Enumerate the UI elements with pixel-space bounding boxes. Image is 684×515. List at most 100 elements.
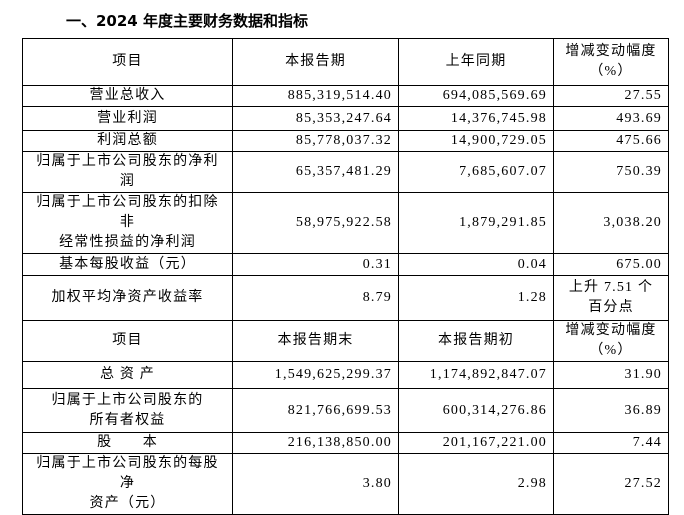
cell-text: 58,975,922.58 <box>295 215 392 230</box>
cell-text: 1,879,291.85 <box>459 215 547 230</box>
cell-text: 201,167,221.00 <box>442 435 547 450</box>
table-cell: 营业利润 <box>22 106 233 131</box>
table-cell: 3,038.20 <box>553 192 669 254</box>
table-cell: 上年同期 <box>398 38 554 86</box>
table-cell: 216,138,850.00 <box>232 432 399 454</box>
table-cell: 58,975,922.58 <box>232 192 399 254</box>
cell-text: 增减变动幅度 <box>565 323 657 338</box>
cell-text: 营业利润 <box>97 110 158 126</box>
cell-text: 股 本 <box>97 435 158 450</box>
table-row: 项目 本报告期末 本报告期初 增减变动幅度 （%） <box>22 320 669 362</box>
cell-text: 归属于上市公司股东的 <box>51 392 204 408</box>
cell-text: 本报告期 <box>285 54 346 69</box>
table-cell: 本报告期初 <box>398 320 554 362</box>
cell-text: 750.39 <box>616 164 662 179</box>
table-cell: 本报告期 <box>232 38 399 86</box>
table-cell: 27.52 <box>553 453 669 515</box>
cell-text: 694,085,569.69 <box>442 88 547 103</box>
cell-text: 675.00 <box>616 256 662 272</box>
cell-text: 36.89 <box>624 402 662 418</box>
cell-text: 27.52 <box>624 476 662 491</box>
cell-text: （%） <box>589 343 633 358</box>
table-row: 归属于上市公司股东的 所有者权益 821,766,699.53 600,314,276… <box>22 388 669 433</box>
cell-text: 8.79 <box>362 290 392 305</box>
table-row: 营业利润 85,353,247.64 14,376,745.98 493.69 <box>22 106 669 131</box>
cell-text: 百分点 <box>588 300 634 315</box>
cell-text: 资产（元） <box>89 496 166 511</box>
cell-text: 821,766,699.53 <box>287 402 392 418</box>
table-cell: 归属于上市公司股东的每股净资产（元） <box>22 453 233 515</box>
table-cell: 36.89 <box>553 388 669 433</box>
table-cell: 项目 <box>22 38 233 86</box>
cell-text: 本报告期初 <box>438 333 514 348</box>
cell-text: 475.66 <box>616 133 662 148</box>
table-cell: 1.28 <box>398 275 554 321</box>
cell-text: 493.69 <box>616 110 662 126</box>
cell-text: 14,900,729.05 <box>450 133 547 148</box>
cell-text: 31.90 <box>624 367 662 382</box>
table-cell: 3.80 <box>232 453 399 515</box>
table-cell: 14,376,745.98 <box>398 106 554 131</box>
table-cell: 8.79 <box>232 275 399 321</box>
table-cell: 675.00 <box>553 253 669 276</box>
table-cell: 201,167,221.00 <box>398 432 554 454</box>
cell-text: 基本每股收益（元） <box>59 256 196 272</box>
table-cell: 归属于上市公司股东的净利润 <box>22 151 233 193</box>
cell-text: 600,314,276.86 <box>442 402 547 418</box>
table-cell: 85,778,037.32 <box>232 130 399 152</box>
table-cell: 821,766,699.53 <box>232 388 399 433</box>
cell-text: 2.98 <box>517 476 547 491</box>
table-row: 项目 本报告期 上年同期 增减变动幅度 （%） <box>22 38 669 86</box>
table-row: 总 资 产 1,549,625,299.37 1,174,892,847.07 31.… <box>22 361 669 389</box>
cell-text: 项目 <box>112 333 143 348</box>
table-cell: 1,549,625,299.37 <box>232 361 399 389</box>
table-cell: 营业总收入 <box>22 85 233 107</box>
cell-text: 营业总收入 <box>89 88 166 103</box>
table-cell: 0.31 <box>232 253 399 276</box>
cell-text: 增减变动幅度 <box>565 44 657 59</box>
cell-text: 总 资 产 <box>100 367 155 382</box>
table-cell: 基本每股收益（元） <box>22 253 233 276</box>
table-row: 归属于上市公司股东的净利润 65,357,481.29 7,685,607.07 75… <box>22 151 669 193</box>
cell-text: 归属于上市公司股东的净利润 <box>36 154 219 189</box>
cell-text: 项目 <box>112 54 143 69</box>
table-cell: 694,085,569.69 <box>398 85 554 107</box>
table-cell: 1,174,892,847.07 <box>398 361 554 389</box>
table-cell: 利润总额 <box>22 130 233 152</box>
table-cell: 885,319,514.40 <box>232 85 399 107</box>
cell-text: 加权平均净资产收益率 <box>51 290 204 305</box>
table-cell: 增减变动幅度 （%） <box>553 320 669 362</box>
table-cell: 总 资 产 <box>22 361 233 389</box>
cell-text: 归属于上市公司股东的每股净 <box>36 456 219 491</box>
table-cell: 1,879,291.85 <box>398 192 554 254</box>
cell-text: 1,174,892,847.07 <box>429 367 547 382</box>
cell-text: 所有者权益 <box>89 412 166 428</box>
cell-text: 本报告期末 <box>277 333 354 348</box>
table-row: 加权平均净资产收益率 8.79 1.28 上升 7.51 个百分点 <box>22 275 669 321</box>
table-cell: 14,900,729.05 <box>398 130 554 152</box>
table-row: 营业总收入 885,319,514.40 694,085,569.69 27.55 <box>22 85 669 107</box>
table-row: 基本每股收益（元） 0.31 0.04 675.00 <box>22 253 669 276</box>
table-row: 归属于上市公司股东的每股净 资产（元） 3.80 2.98 27.52 <box>22 453 669 515</box>
cell-text: 14,376,745.98 <box>450 110 547 126</box>
table-cell: 0.04 <box>398 253 554 276</box>
table-cell: 85,353,247.64 <box>232 106 399 131</box>
table-cell: 归属于上市公司股东的扣除非 经常性损益的净利润 <box>22 192 233 254</box>
table-row: 利润总额 85,778,037.32 14,900,729.05 475.66 <box>22 130 669 152</box>
cell-text: 7,685,607.07 <box>459 164 547 179</box>
cell-text: 1,549,625,299.37 <box>274 367 392 382</box>
cell-text: 归属于上市公司股东的扣除非 <box>36 195 219 230</box>
table-cell: 750.39 <box>553 151 669 193</box>
cell-text: 1.28 <box>517 290 547 305</box>
cell-text: 85,353,247.64 <box>295 110 392 126</box>
table-row: 归属于上市公司股东的扣除非 经常性损益的净利润 58,975,922.58 1,879… <box>22 192 669 254</box>
cell-text: 65,357,481.29 <box>295 164 392 179</box>
financial-table: 项目 本报告期 上年同期 增减变动幅度 （%） 营业总收入 885,319,514.40 69… <box>22 38 669 515</box>
table-cell: 本报告期末 <box>232 320 399 362</box>
cell-text: 3,038.20 <box>603 215 662 230</box>
cell-text: （%） <box>589 64 633 79</box>
table-cell: 股 本 <box>22 432 233 454</box>
table-cell: 475.66 <box>553 130 669 152</box>
cell-text: 上年同期 <box>445 54 507 69</box>
table-cell: 600,314,276.86 <box>398 388 554 433</box>
